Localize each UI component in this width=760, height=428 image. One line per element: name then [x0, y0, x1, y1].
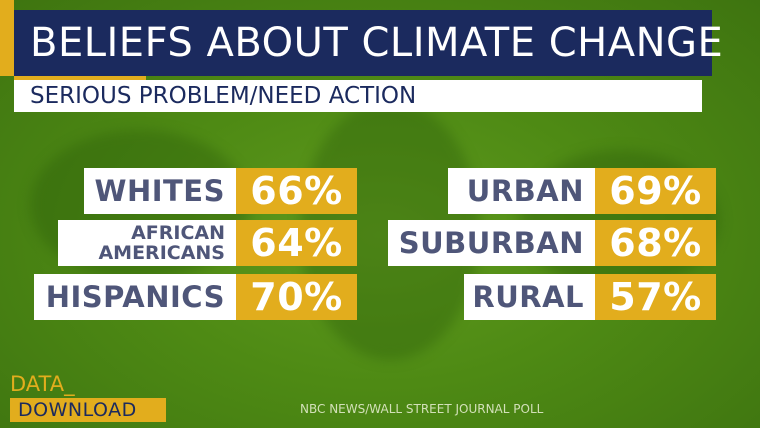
stat-value: 66% — [233, 168, 357, 214]
stat-value: 64% — [233, 220, 357, 266]
stat-value: 69% — [592, 168, 716, 214]
title-accent — [0, 0, 14, 76]
stat-label: RURAL — [464, 274, 592, 320]
stat-row-urban: URBAN 69% — [448, 168, 716, 214]
stat-row-suburban: SUBURBAN 68% — [388, 220, 716, 266]
stat-label-text: URBAN — [466, 174, 584, 208]
stat-row-african-americans: AFRICAN AMERICANS 64% — [58, 220, 357, 266]
title-underline — [14, 76, 146, 80]
stat-label: WHITES — [84, 168, 233, 214]
stat-label-text: RURAL — [472, 280, 584, 314]
stat-label-text: AFRICAN — [131, 222, 225, 244]
source-credit: NBC NEWS/WALL STREET JOURNAL POLL — [300, 402, 544, 416]
stat-value: 70% — [233, 274, 357, 320]
page-title: BELIEFS ABOUT CLIMATE CHANGE — [30, 20, 724, 66]
stat-value: 57% — [592, 274, 716, 320]
stat-row-whites: WHITES 66% — [84, 168, 357, 214]
stat-row-rural: RURAL 57% — [464, 274, 716, 320]
stat-label: SUBURBAN — [388, 220, 592, 266]
stat-label: AFRICAN AMERICANS — [58, 220, 233, 266]
stat-row-hispanics: HISPANICS 70% — [34, 274, 357, 320]
stat-label-text: AMERICANS — [98, 242, 225, 264]
page-subtitle: SERIOUS PROBLEM/NEED ACTION — [30, 83, 417, 109]
title-bar: BELIEFS ABOUT CLIMATE CHANGE — [14, 10, 723, 76]
stat-label: HISPANICS — [34, 274, 233, 320]
stat-label-text: SUBURBAN — [398, 226, 584, 260]
stat-label-text: WHITES — [94, 174, 225, 208]
logo-download-text: DOWNLOAD — [18, 399, 137, 421]
stat-value: 68% — [592, 220, 716, 266]
stat-label-text: HISPANICS — [45, 280, 225, 314]
logo-download: DOWNLOAD — [10, 398, 166, 422]
stat-label: URBAN — [448, 168, 592, 214]
subtitle-bar: SERIOUS PROBLEM/NEED ACTION — [14, 80, 702, 112]
logo-data: DATA_ — [10, 372, 75, 396]
